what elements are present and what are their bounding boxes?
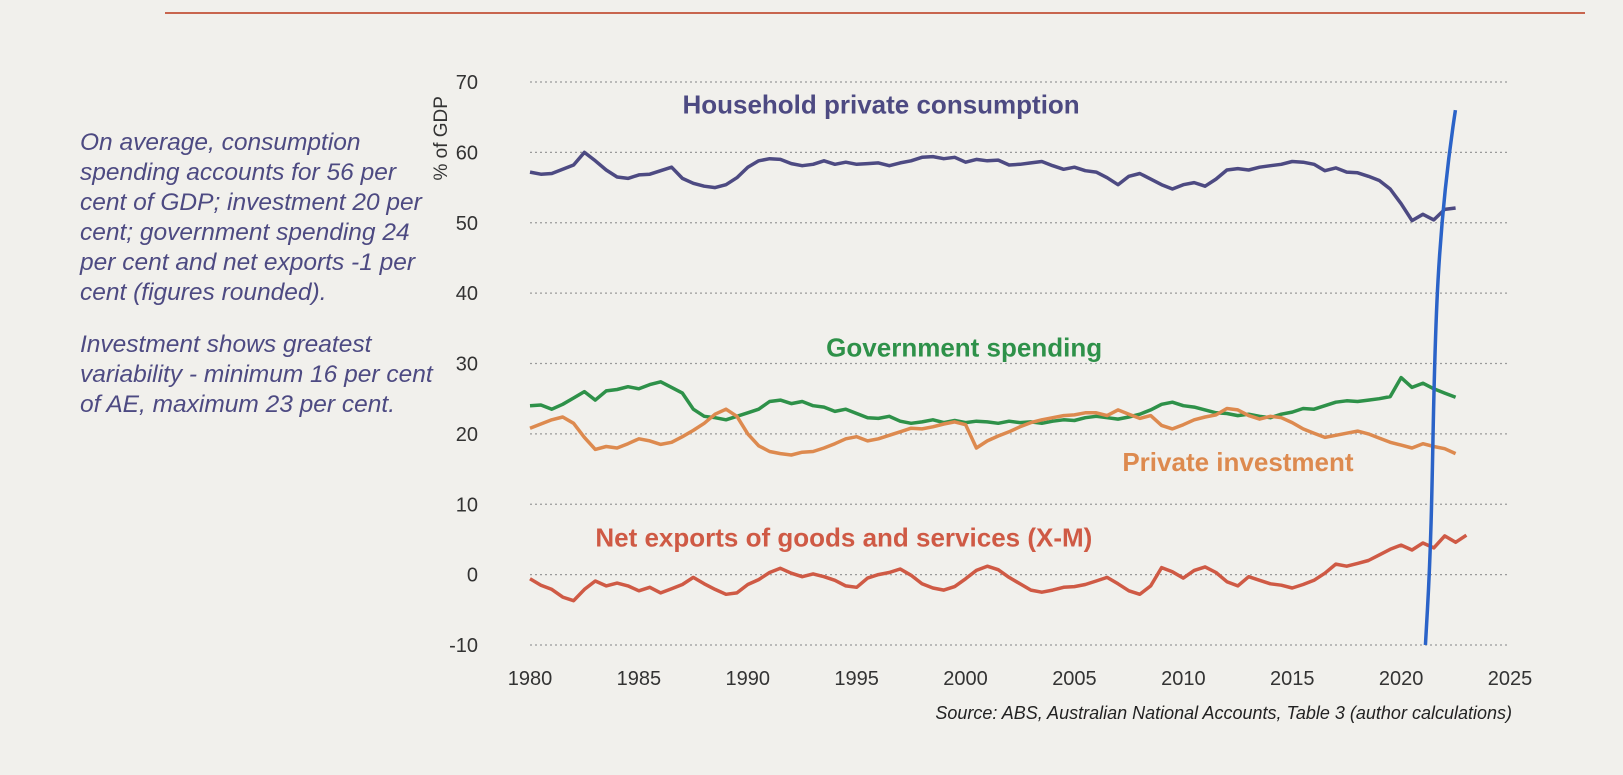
annotation-variability: Investment shows greatest variability - … xyxy=(80,331,433,418)
x-tick-labels: 1980 1985 1990 1995 2000 2005 2010 2015 2020 2025 xyxy=(508,668,1533,690)
series-line-0 xyxy=(529,150,1456,223)
series-label-0: Household private consumption xyxy=(682,90,1079,120)
annotation-averages: On average, consumption spending account… xyxy=(80,129,422,306)
series-label-1: Government spending xyxy=(826,332,1102,362)
marker-line xyxy=(1423,109,1458,646)
x-tick-2005: 2005 xyxy=(1052,668,1097,690)
x-tick-1995: 1995 xyxy=(834,668,879,690)
x-tick-2010: 2010 xyxy=(1161,668,1206,690)
y-tick-0: 0 xyxy=(467,565,478,587)
y-tick-70: 70 xyxy=(456,72,478,94)
y-tick-20: 20 xyxy=(456,424,478,446)
y-tick-50: 50 xyxy=(456,213,478,235)
gridlines xyxy=(530,81,1510,646)
annotation-panel: On average, consumption spending account… xyxy=(80,128,440,442)
x-tick-1990: 1990 xyxy=(726,668,771,690)
series-lines xyxy=(529,150,1468,603)
y-tick-labels: -10 0 10 20 30 40 50 60 70 xyxy=(449,72,478,657)
top-rule xyxy=(165,12,1585,14)
y-tick-30: 30 xyxy=(456,354,478,376)
y-tick-60: 60 xyxy=(456,142,478,164)
source-note: Source: ABS, Australian National Account… xyxy=(935,703,1512,723)
x-tick-1980: 1980 xyxy=(508,668,553,690)
series-line-3 xyxy=(529,533,1468,603)
x-tick-2000: 2000 xyxy=(943,668,988,690)
x-tick-2025: 2025 xyxy=(1488,668,1533,690)
x-tick-2015: 2015 xyxy=(1270,668,1315,690)
x-tick-1985: 1985 xyxy=(617,668,662,690)
y-tick-10: 10 xyxy=(456,494,478,516)
series-line-2 xyxy=(529,406,1457,457)
series-label-3: Net exports of goods and services (X-M) xyxy=(595,522,1092,552)
y-tick--10: -10 xyxy=(449,635,478,657)
series-line-1 xyxy=(529,375,1457,426)
y-tick-40: 40 xyxy=(456,283,478,305)
series-labels: Household private consumption Government … xyxy=(595,90,1354,553)
y-axis-label: % of GDP xyxy=(431,96,452,180)
series-label-2: Private investment xyxy=(1122,447,1354,477)
x-tick-2020: 2020 xyxy=(1379,668,1424,690)
